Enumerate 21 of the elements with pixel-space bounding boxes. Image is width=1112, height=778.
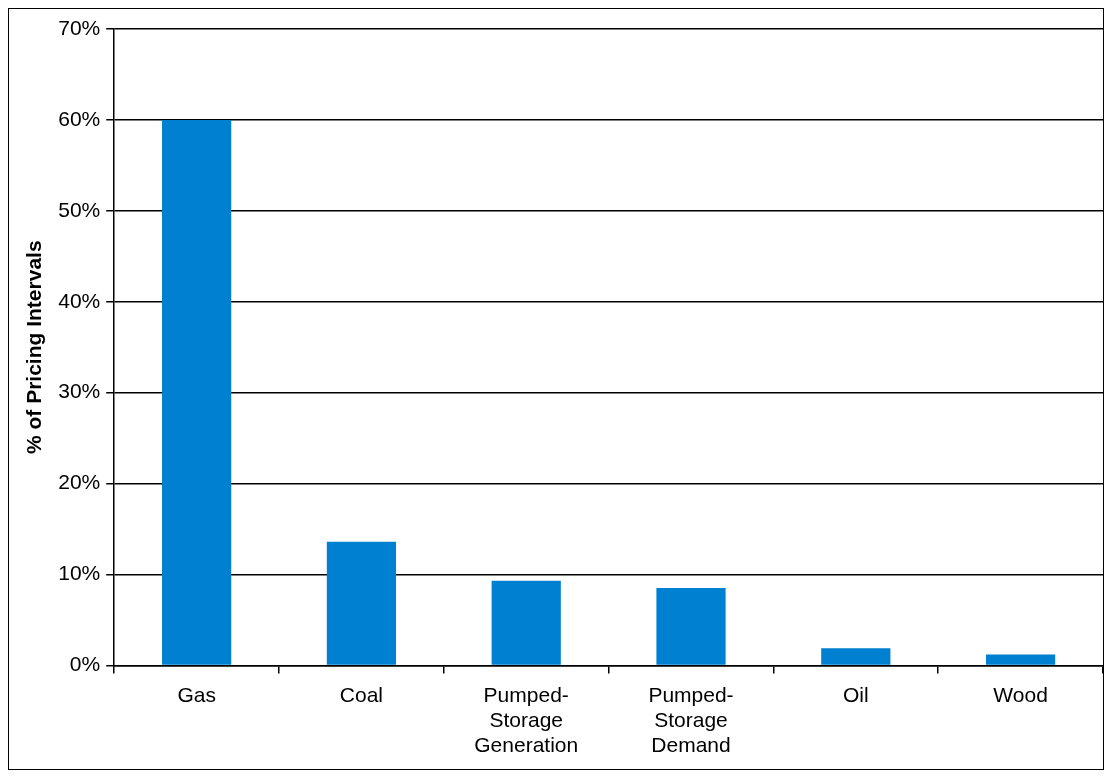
y-tick-label: 60% <box>58 106 101 130</box>
y-tick-label: 20% <box>58 470 101 494</box>
x-tick-label: Gas <box>177 682 216 706</box>
bar <box>491 580 561 665</box>
x-tick-label: Wood <box>993 682 1048 706</box>
x-tick-label: Coal <box>339 682 384 706</box>
bar <box>986 654 1056 665</box>
bar <box>326 541 397 665</box>
x-tick-label: Pumped-Storage Generation <box>474 682 579 757</box>
bar <box>656 588 726 665</box>
y-tick-label: 70% <box>58 15 101 39</box>
y-tick-label: 0% <box>69 652 101 676</box>
x-tick-label: Pumped-Storage Demand <box>648 682 734 757</box>
y-tick-label: 40% <box>58 288 101 312</box>
x-tick-label: Oil <box>842 682 869 706</box>
bar <box>821 648 891 665</box>
bar <box>162 119 232 665</box>
y-tick-label: 50% <box>58 197 101 221</box>
y-tick-label: 10% <box>58 561 101 585</box>
y-tick-label: 30% <box>58 379 101 403</box>
y-axis-title: % of Pricing Intervals <box>22 240 46 454</box>
